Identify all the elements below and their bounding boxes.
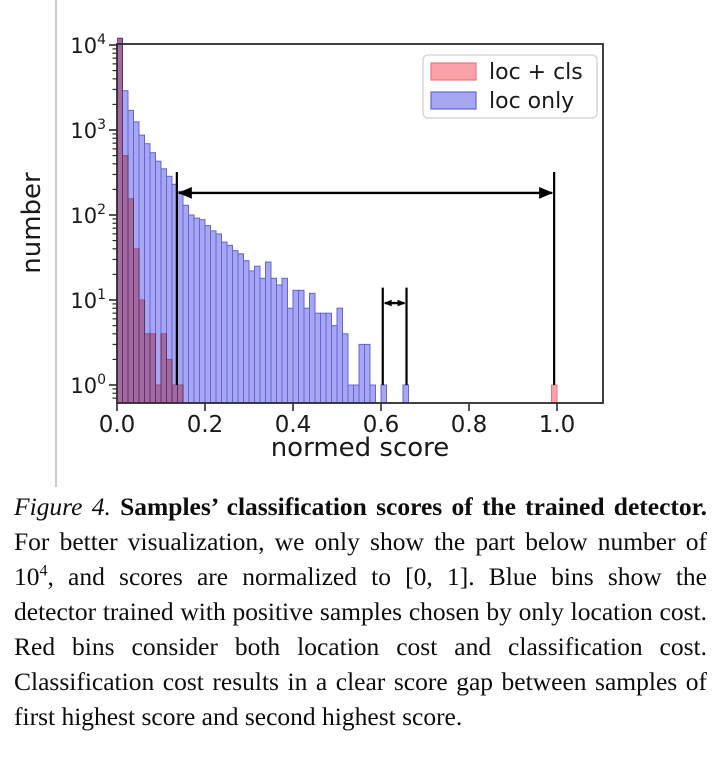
bar-loc-only-bars: [320, 312, 327, 403]
bar-loc-only-bars: [336, 307, 343, 403]
bar-loc-only-bars: [331, 325, 338, 403]
double-arrow: [383, 299, 406, 307]
bar-loc-only-bars: [353, 384, 360, 403]
bar-loc-cls-bars: [138, 299, 145, 403]
bar-loc-cls-bars: [122, 155, 129, 403]
bar-loc-only-bars: [243, 260, 250, 403]
x-axis: 0.0 0.2 0.4 0.6 0.8 1.0: [99, 403, 576, 438]
arrowhead-left-icon: [383, 299, 392, 307]
bar-loc-only-bars: [402, 384, 409, 403]
bar-loc-only-bars: [226, 244, 233, 403]
x-tick-label: 0.4: [275, 412, 312, 438]
bar-loc-only-bars: [342, 333, 349, 403]
bar-loc-only-bars: [265, 261, 272, 403]
bar-loc-cls-bars: [133, 248, 140, 403]
bar-loc-only-bars: [287, 307, 294, 403]
legend-swatch-icon: [430, 91, 477, 110]
bar-loc-only-bars: [364, 343, 371, 403]
bar-loc-only-bars: [177, 190, 184, 403]
y-axis: 100 101 102 103 104: [70, 32, 117, 399]
bar-loc-only-bars: [210, 230, 217, 403]
bar-loc-only-bars: [182, 204, 189, 403]
bar-loc-only-bars: [358, 343, 365, 403]
x-tick-label: 0.2: [187, 412, 224, 438]
bar-loc-only-bars: [204, 225, 211, 403]
bar-loc-cls-bars: [551, 384, 558, 403]
y-tick-label: 100: [70, 372, 106, 398]
bar-loc-only-bars: [215, 233, 222, 403]
bar-loc-only-bars: [232, 250, 239, 403]
arrowhead-right-icon: [539, 187, 554, 199]
figure-caption-label: Figure 4.: [14, 492, 111, 521]
y-axis-label: number: [17, 172, 47, 274]
bar-loc-cls-bars: [144, 333, 151, 403]
bar-loc-cls-bars: [171, 384, 178, 403]
chart-svg: 0.0 0.2 0.4 0.6 0.8 1.0 100 101 102 103 104 number n…: [17, 32, 604, 463]
figure-caption-superscript: 4: [39, 562, 48, 580]
bar-loc-only-bars: [347, 384, 354, 403]
x-tick-label: 0.6: [363, 412, 400, 438]
loc-cls-bars: [117, 37, 558, 403]
histogram-figure: 0.0 0.2 0.4 0.6 0.8 1.0 100 101 102 103 104 number n…: [17, 32, 604, 463]
bar-loc-only-bars: [369, 384, 376, 403]
bar-loc-only-bars: [325, 312, 332, 403]
x-tick-label: 1.0: [539, 412, 576, 438]
bar-loc-only-bars: [237, 253, 244, 403]
legend-entry-label: loc only: [489, 89, 574, 114]
x-axis-label: normed score: [271, 433, 450, 463]
arrowhead-right-icon: [397, 299, 406, 307]
bar-loc-only-bars: [281, 277, 288, 403]
bar-loc-only-bars: [314, 312, 321, 403]
bar-loc-only-bars: [292, 289, 299, 403]
bar-loc-cls-bars: [160, 333, 167, 403]
arrowhead-left-icon: [177, 187, 192, 199]
legend-swatch-icon: [430, 62, 477, 81]
bar-loc-only-bars: [380, 384, 387, 403]
bar-loc-only-bars: [303, 307, 310, 403]
bar-loc-only-bars: [155, 160, 162, 403]
y-tick-label: 101: [70, 287, 106, 313]
x-tick-label: 0.8: [451, 412, 488, 438]
bar-loc-only-bars: [193, 217, 200, 403]
legend-entry-label: loc + cls: [489, 60, 583, 85]
figure-caption-title: Samples’ classification scores of the tr…: [120, 492, 707, 521]
figure-caption-body-post: , and scores are normalized to [0, 1]. B…: [14, 562, 707, 731]
legend: loc + cls loc only: [422, 54, 598, 119]
x-tick-label: 0.0: [99, 412, 136, 438]
double-arrow: [177, 187, 554, 199]
bar-loc-only-bars: [188, 214, 195, 403]
bar-loc-only-bars: [254, 265, 261, 403]
y-tick-label: 104: [70, 32, 106, 58]
bar-loc-only-bars: [199, 219, 206, 403]
figure-caption: Figure 4. Samples’ classification scores…: [14, 489, 707, 734]
bar-loc-only-bars: [309, 292, 316, 403]
bar-loc-only-bars: [276, 284, 283, 403]
page-column-rule: [55, 0, 57, 487]
bar-loc-only-bars: [248, 270, 255, 403]
bar-loc-only-bars: [221, 241, 228, 403]
bar-loc-cls-bars: [177, 384, 184, 403]
bar-loc-cls-bars: [155, 384, 162, 403]
bar-loc-cls-bars: [149, 333, 156, 403]
figure-caption-body-pre: For better visualization, we only show t…: [14, 527, 707, 591]
y-tick-label: 102: [70, 202, 106, 228]
y-tick-label: 103: [70, 117, 106, 143]
gap-annotations: [175, 172, 556, 385]
bar-loc-only-bars: [270, 277, 277, 403]
bar-loc-cls-bars: [127, 198, 134, 403]
bar-loc-cls-bars: [166, 358, 173, 403]
bar-loc-only-bars: [259, 277, 266, 403]
bar-loc-only-bars: [298, 289, 305, 403]
